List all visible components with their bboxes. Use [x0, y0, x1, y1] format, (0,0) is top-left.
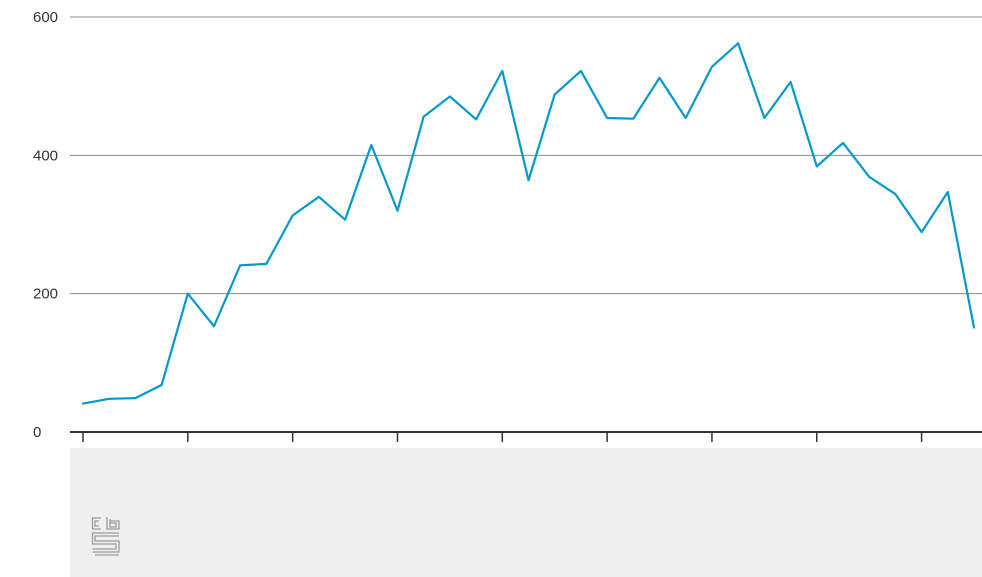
series-line [81, 42, 976, 405]
gridlines [70, 16, 982, 295]
cbs-logo-icon [91, 517, 120, 556]
y-tick-label-0: 0 [33, 424, 41, 441]
y-tick-label-200: 200 [33, 286, 58, 303]
x-axis [70, 431, 982, 442]
y-tick-label-400: 400 [33, 147, 58, 164]
y-tick-label-600: 600 [33, 9, 58, 26]
y-axis-tick-labels: 0 200 400 600 [33, 9, 58, 441]
data-points [81, 41, 976, 405]
footer-band [70, 448, 982, 577]
